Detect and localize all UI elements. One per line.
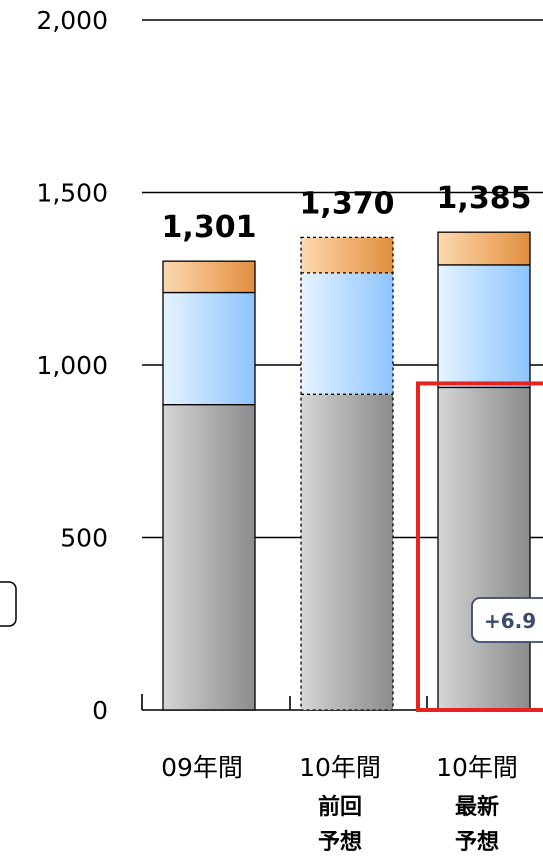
total-label: 1,370 [300,186,395,221]
y-tick-label: 1,000 [36,351,108,380]
annotation-text: +6.9 [484,609,536,633]
total-label: 1,301 [162,210,257,245]
bar-segment [301,237,393,273]
bar-segment [163,404,255,710]
y-axis: 0 500 1,000 1,500 2,000 [36,6,543,725]
bar-outline [162,260,256,711]
y-tick-label: 1,500 [36,179,108,208]
bar-segment [438,387,530,710]
bar-segment [438,264,530,388]
bar-segment [163,292,255,405]
annotation-box [471,597,543,643]
y-tick-label: 0 [92,696,108,725]
bars [162,231,531,711]
callouts: +6.9 [0,381,543,712]
y-tick-label: 2,000 [36,6,108,35]
left-callout-box [0,581,17,627]
bar-segment [438,232,530,265]
x-subtitle-label: 予想 [455,830,499,855]
x-tick-label: 10年間 [299,753,381,782]
x-subtitle-label: 予想 [318,830,362,855]
bar-segment [301,394,393,710]
x-tick-label: 09年間 [161,753,243,782]
x-subtitle-label: 前回 [318,794,362,820]
total-label: 1,385 [437,181,532,216]
x-tick-label: 10年間 [436,753,518,782]
bar-segment [163,261,255,293]
highlight-box [416,381,543,712]
y-tick-label: 500 [60,524,108,553]
bar-segment [301,272,393,395]
x-subtitle-label: 最新 [455,794,499,820]
